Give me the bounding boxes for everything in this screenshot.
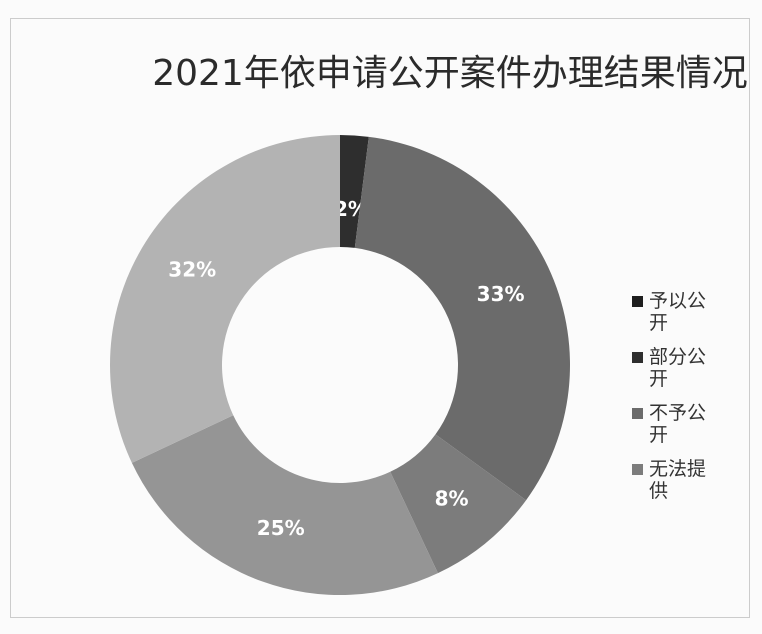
data-label: 8% xyxy=(435,486,469,510)
legend-swatch xyxy=(632,464,643,475)
legend-label: 不予公开 xyxy=(649,402,707,446)
legend-swatch xyxy=(632,296,643,307)
donut-slice xyxy=(131,415,438,595)
chart-frame xyxy=(10,18,750,618)
chart-title: 2021年依申请公开案件办理结果情况 xyxy=(152,53,748,94)
data-label: 33% xyxy=(477,282,525,306)
data-label: 32% xyxy=(168,258,216,282)
data-label: 25% xyxy=(257,516,305,540)
legend-label: 予以公开 xyxy=(649,290,707,334)
donut-slice xyxy=(340,135,369,248)
legend-item: 予以公开 xyxy=(632,290,732,334)
donut-slice xyxy=(354,136,570,501)
donut-slice xyxy=(110,135,340,463)
donut-slice xyxy=(390,434,527,574)
legend-swatch xyxy=(632,408,643,419)
legend-item: 部分公开 xyxy=(632,346,732,390)
legend-item: 无法提供 xyxy=(632,458,732,502)
legend-label: 无法提供 xyxy=(649,458,707,502)
legend-swatch xyxy=(632,352,643,363)
legend-label: 部分公开 xyxy=(649,346,707,390)
legend-item: 不予公开 xyxy=(632,402,732,446)
